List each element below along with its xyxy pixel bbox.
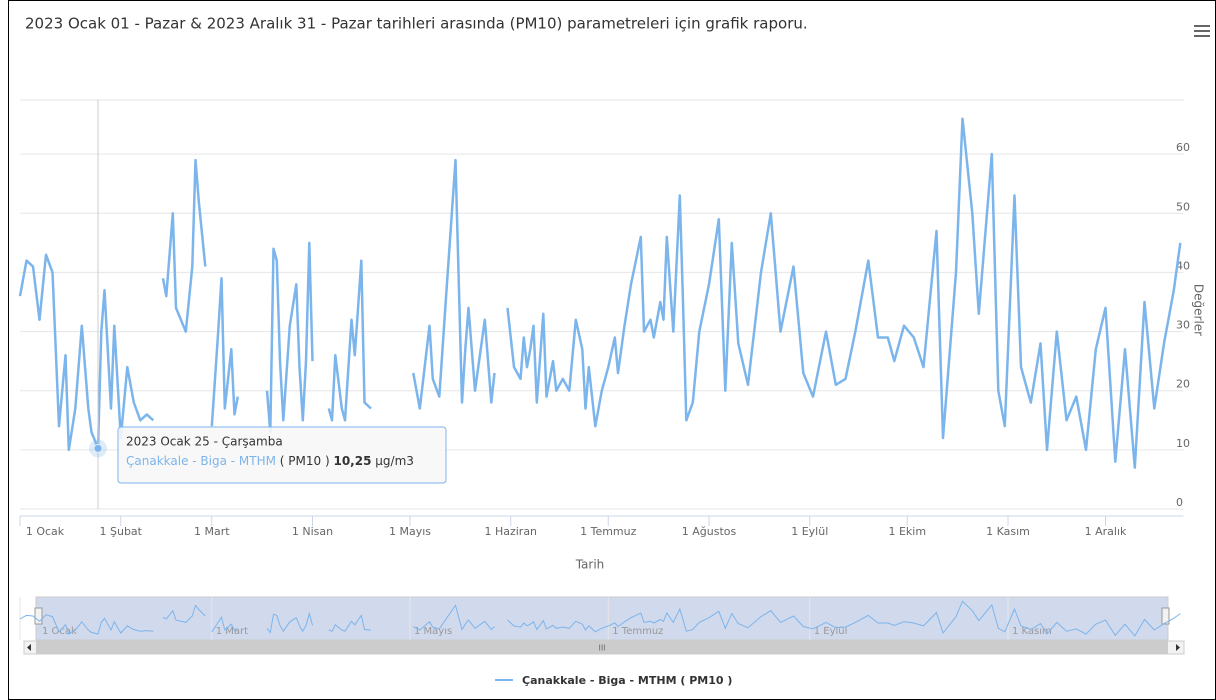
x-tick-label: 1 Nisan: [292, 525, 333, 538]
navigator-line: [19, 600, 1181, 637]
y-tick-label: 0: [1176, 496, 1183, 509]
x-tick-label: 1 Ağustos: [682, 525, 737, 538]
y-tick-label: 30: [1176, 319, 1190, 332]
x-tick-label: 1 Aralık: [1085, 525, 1127, 538]
tooltip-box: [117, 426, 447, 484]
scroll-left[interactable]: [27, 644, 31, 651]
y-tick-label: 10: [1176, 437, 1190, 450]
x-tick-label: 1 Ekim: [888, 525, 926, 538]
x-tick-label: 1 Temmuz: [580, 525, 637, 538]
hover-halo: [89, 439, 107, 458]
x-tick-label: 1 Mart: [194, 525, 230, 538]
x-tick-label: 1 Ocak: [26, 525, 65, 538]
x-tick-label: 1 Şubat: [100, 525, 143, 538]
x-tick-label: 1 Eylül: [791, 525, 828, 538]
x-tick-label: 1 Mayıs: [389, 525, 431, 538]
navigator-tick-label: 1 Mart: [216, 626, 248, 637]
tooltip-part: µg/m3: [375, 454, 414, 468]
x-axis-title: Tarih: [575, 558, 605, 572]
navigator-tick-label: 1 Mayıs: [414, 626, 452, 637]
y-tick-label: 60: [1176, 141, 1190, 154]
legend-item[interactable]: Çanakkale - Biga - MTHM ( PM10 ): [522, 674, 732, 687]
y-axis-title: Değerler: [1192, 284, 1206, 336]
scroll-right[interactable]: [1176, 644, 1180, 651]
scrollbar-thumb[interactable]: [36, 641, 1168, 654]
tooltip-part: Çanakkale - Biga - MTHM: [126, 454, 276, 468]
navigator-tick-label: 1 Temmuz: [612, 626, 663, 637]
navigator-tick-label: 1 Eylül: [814, 626, 848, 637]
hover-marker: [93, 443, 103, 453]
menu-icon[interactable]: [1194, 25, 1210, 37]
navigator-mask[interactable]: [36, 597, 1168, 640]
navigator-handle[interactable]: [34, 607, 43, 625]
navigator-tick-label: 1 Kasım: [1012, 626, 1052, 637]
tooltip-line: Çanakkale - Biga - MTHM ( PM10 ) 10,25 µ…: [126, 454, 414, 468]
navigator-handle[interactable]: [1161, 607, 1170, 625]
chart-title: 2023 Ocak 01 - Pazar & 2023 Aralık 31 - …: [25, 15, 808, 33]
tooltip-part: ( PM10 ): [280, 454, 330, 468]
tooltip: 2023 Ocak 25 - Çarşamba Çanakkale - Biga …: [117, 426, 447, 484]
y-tick-label: 20: [1176, 378, 1190, 391]
tooltip-part: 10,25: [333, 454, 371, 468]
y-tick-label: 40: [1176, 259, 1190, 272]
tooltip-title: 2023 Ocak 25 - Çarşamba: [126, 435, 283, 449]
x-tick-label: 1 Kasım: [986, 525, 1030, 538]
scrollbar-grip: III: [598, 644, 605, 653]
series-line: [18, 117, 1182, 469]
x-tick-label: 1 Haziran: [484, 525, 537, 538]
y-tick-label: 50: [1176, 200, 1190, 213]
